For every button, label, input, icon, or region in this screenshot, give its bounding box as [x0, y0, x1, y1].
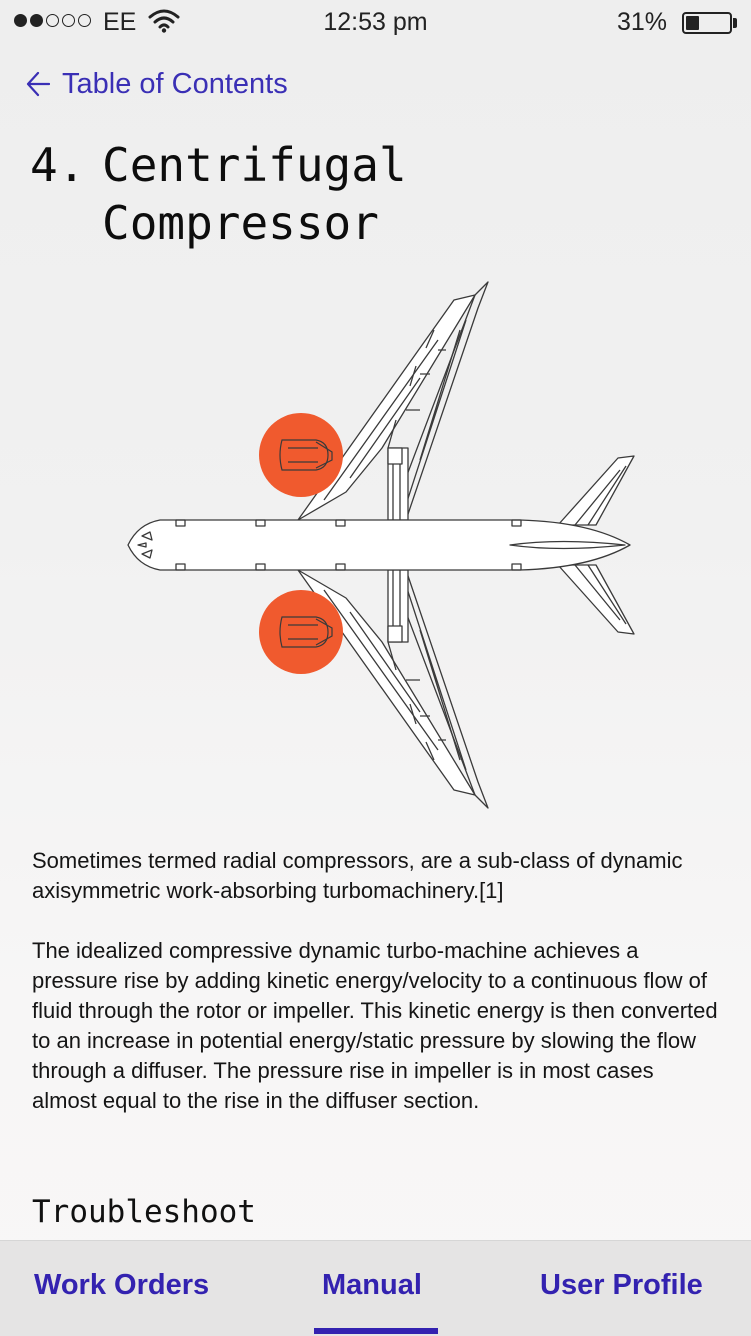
engine-highlight-lower — [259, 590, 343, 674]
tab-work-orders[interactable]: Work Orders — [34, 1269, 210, 1301]
signal-dot — [46, 14, 59, 27]
wifi-icon — [148, 9, 180, 38]
section-heading-troubleshoot: Troubleshoot — [32, 1194, 256, 1230]
page-title: 4. Centrifugal Compressor — [30, 136, 522, 252]
chapter-title: Centrifugal Compressor — [102, 138, 407, 250]
signal-strength-icon — [14, 14, 91, 27]
bottom-tab-bar: Work Orders Manual User Profile — [0, 1240, 751, 1336]
battery-percentage: 31% — [616, 8, 667, 36]
chapter-number: 4. — [30, 138, 86, 192]
battery-icon — [682, 12, 732, 34]
back-arrow-icon — [26, 71, 50, 97]
active-tab-indicator — [314, 1328, 438, 1334]
lower-stabilizer — [557, 564, 635, 635]
article-paragraph: The idealized compressive dynamic turbo-… — [32, 938, 718, 1113]
tab-user-profile[interactable]: User Profile — [540, 1269, 703, 1301]
battery-level — [686, 16, 699, 30]
fuselage — [127, 519, 631, 571]
upper-stabilizer — [557, 455, 635, 526]
article-body: Sometimes termed radial compressors, are… — [32, 846, 722, 1146]
tab-manual[interactable]: Manual — [322, 1269, 422, 1301]
status-bar: EE 12:53 pm 31% — [0, 0, 751, 46]
back-to-toc-link[interactable]: Table of Contents — [26, 64, 288, 104]
upper-wing-flaps — [400, 319, 467, 521]
engine-highlight-upper — [259, 413, 343, 497]
signal-dot — [14, 14, 27, 27]
airplane-illustration — [127, 281, 635, 809]
clock: 12:53 pm — [323, 8, 428, 36]
carrier-name: EE — [103, 8, 137, 36]
signal-dot — [78, 14, 91, 27]
back-link-label: Table of Contents — [62, 67, 288, 100]
article-paragraph: Sometimes termed radial compressors, are… — [32, 848, 683, 903]
battery-tip — [733, 18, 737, 28]
signal-dot — [62, 14, 75, 27]
signal-dot — [30, 14, 43, 27]
